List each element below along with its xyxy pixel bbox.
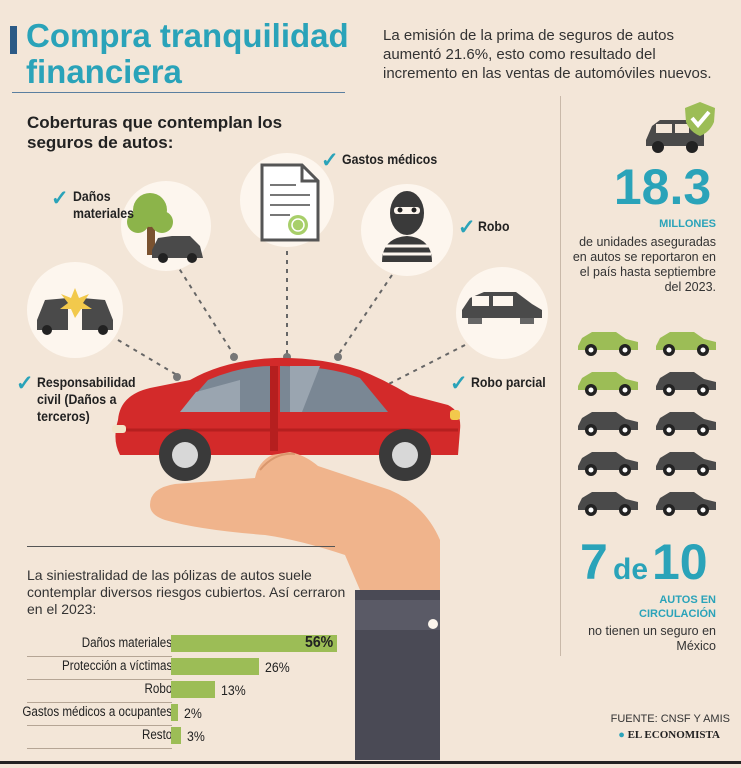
- bar-label: Robo: [144, 681, 172, 696]
- coverages-heading: Coberturas que contemplan los seguros de…: [27, 113, 283, 152]
- publisher: ● EL ECONOMISTA: [580, 729, 720, 741]
- page-title: Compra tranquilidad financiera: [26, 17, 349, 90]
- car-grid: [578, 332, 716, 516]
- chart-intro: La siniestralidad de las pólizas de auto…: [27, 567, 346, 617]
- bar-value-label: 13%: [221, 682, 246, 698]
- ratio-text: no tienen un seguro en México: [588, 624, 716, 653]
- ratio-number: 7 de 10: [580, 535, 720, 593]
- bar-value-label: 26%: [265, 659, 290, 675]
- bar-value-label: 56%: [305, 634, 334, 651]
- bar-separator: [27, 725, 172, 726]
- uninsured-car-icon: [656, 372, 716, 396]
- bar: [171, 704, 178, 721]
- bar-chart: Daños materiales 56% Protección a víctimas…: [0, 0, 360, 768]
- bar-row: Robo 13%: [27, 679, 347, 703]
- bar-separator: [27, 656, 172, 657]
- bar-value-label: 3%: [187, 728, 205, 744]
- bar: [171, 635, 337, 652]
- check-icon: ✓: [458, 216, 476, 239]
- check-icon: ✓: [450, 372, 468, 395]
- insured-unit: MILLONES: [659, 218, 716, 230]
- insured-car-icon: [656, 332, 716, 356]
- check-icon: ✓: [16, 372, 34, 395]
- bottom-rule: [0, 761, 741, 764]
- intro-text: La emisión de la prima de seguros de aut…: [383, 27, 712, 82]
- bar: [171, 727, 181, 744]
- ratio-head: AUTOS EN CIRCULACIÓN: [639, 594, 716, 620]
- bar-label: Resto: [141, 727, 172, 742]
- bar: [171, 658, 259, 675]
- bar-separator: [27, 679, 172, 680]
- insured-text: de unidades aseguradas en autos se repor…: [572, 235, 716, 294]
- bar-value-label: 2%: [184, 705, 202, 721]
- ratio-a: 7: [580, 534, 608, 590]
- publisher-logo-icon: ●: [618, 729, 625, 741]
- uninsured-car-icon: [578, 412, 638, 436]
- insured-car-icon: [578, 332, 638, 356]
- source: FUENTE: CNSF Y AMIS: [610, 713, 730, 725]
- bar-row: Gastos médicos a ocupantes 2%: [22, 702, 347, 726]
- coverage-resp-label: Responsabilidad civil (Daños a terceros): [37, 374, 136, 424]
- bar-label: Daños materiales: [81, 635, 172, 650]
- insured-car-icon: [646, 102, 715, 153]
- column-divider: [560, 96, 561, 656]
- bar-separator: [27, 748, 172, 749]
- uninsured-car-icon: [656, 452, 716, 476]
- coverage-danos-label: Daños materiales: [73, 188, 134, 221]
- coverage-robo-parcial-label: Robo parcial: [471, 374, 546, 390]
- bar-label: Gastos médicos a ocupantes: [22, 704, 172, 719]
- ratio-de: de: [613, 553, 649, 586]
- insured-car-icon: [578, 372, 638, 396]
- coverage-robo-label: Robo: [478, 218, 510, 234]
- bar-label: Protección a víctimas: [61, 658, 172, 673]
- bar-row: Daños materiales 56%: [27, 633, 347, 657]
- hand: [150, 452, 440, 590]
- uninsured-car-icon: [656, 492, 716, 516]
- insured-number: 18.3: [613, 159, 712, 215]
- uninsured-car-icon: [578, 492, 638, 516]
- ratio-b: 10: [652, 534, 708, 590]
- uninsured-car-icon: [656, 412, 716, 436]
- coverage-gastos-label: Gastos médicos: [342, 151, 438, 167]
- check-icon: ✓: [321, 149, 339, 172]
- uninsured-car-icon: [578, 452, 638, 476]
- bar-row: Protección a víctimas 26%: [27, 656, 347, 680]
- title-divider: [12, 92, 345, 93]
- publisher-name: EL ECONOMISTA: [627, 729, 720, 741]
- bar: [171, 681, 215, 698]
- check-icon: ✓: [51, 187, 69, 210]
- chart-divider: [27, 546, 335, 547]
- bar-separator: [27, 702, 172, 703]
- title-accent-bar: [10, 26, 17, 54]
- bar-row: Resto 3%: [27, 725, 347, 749]
